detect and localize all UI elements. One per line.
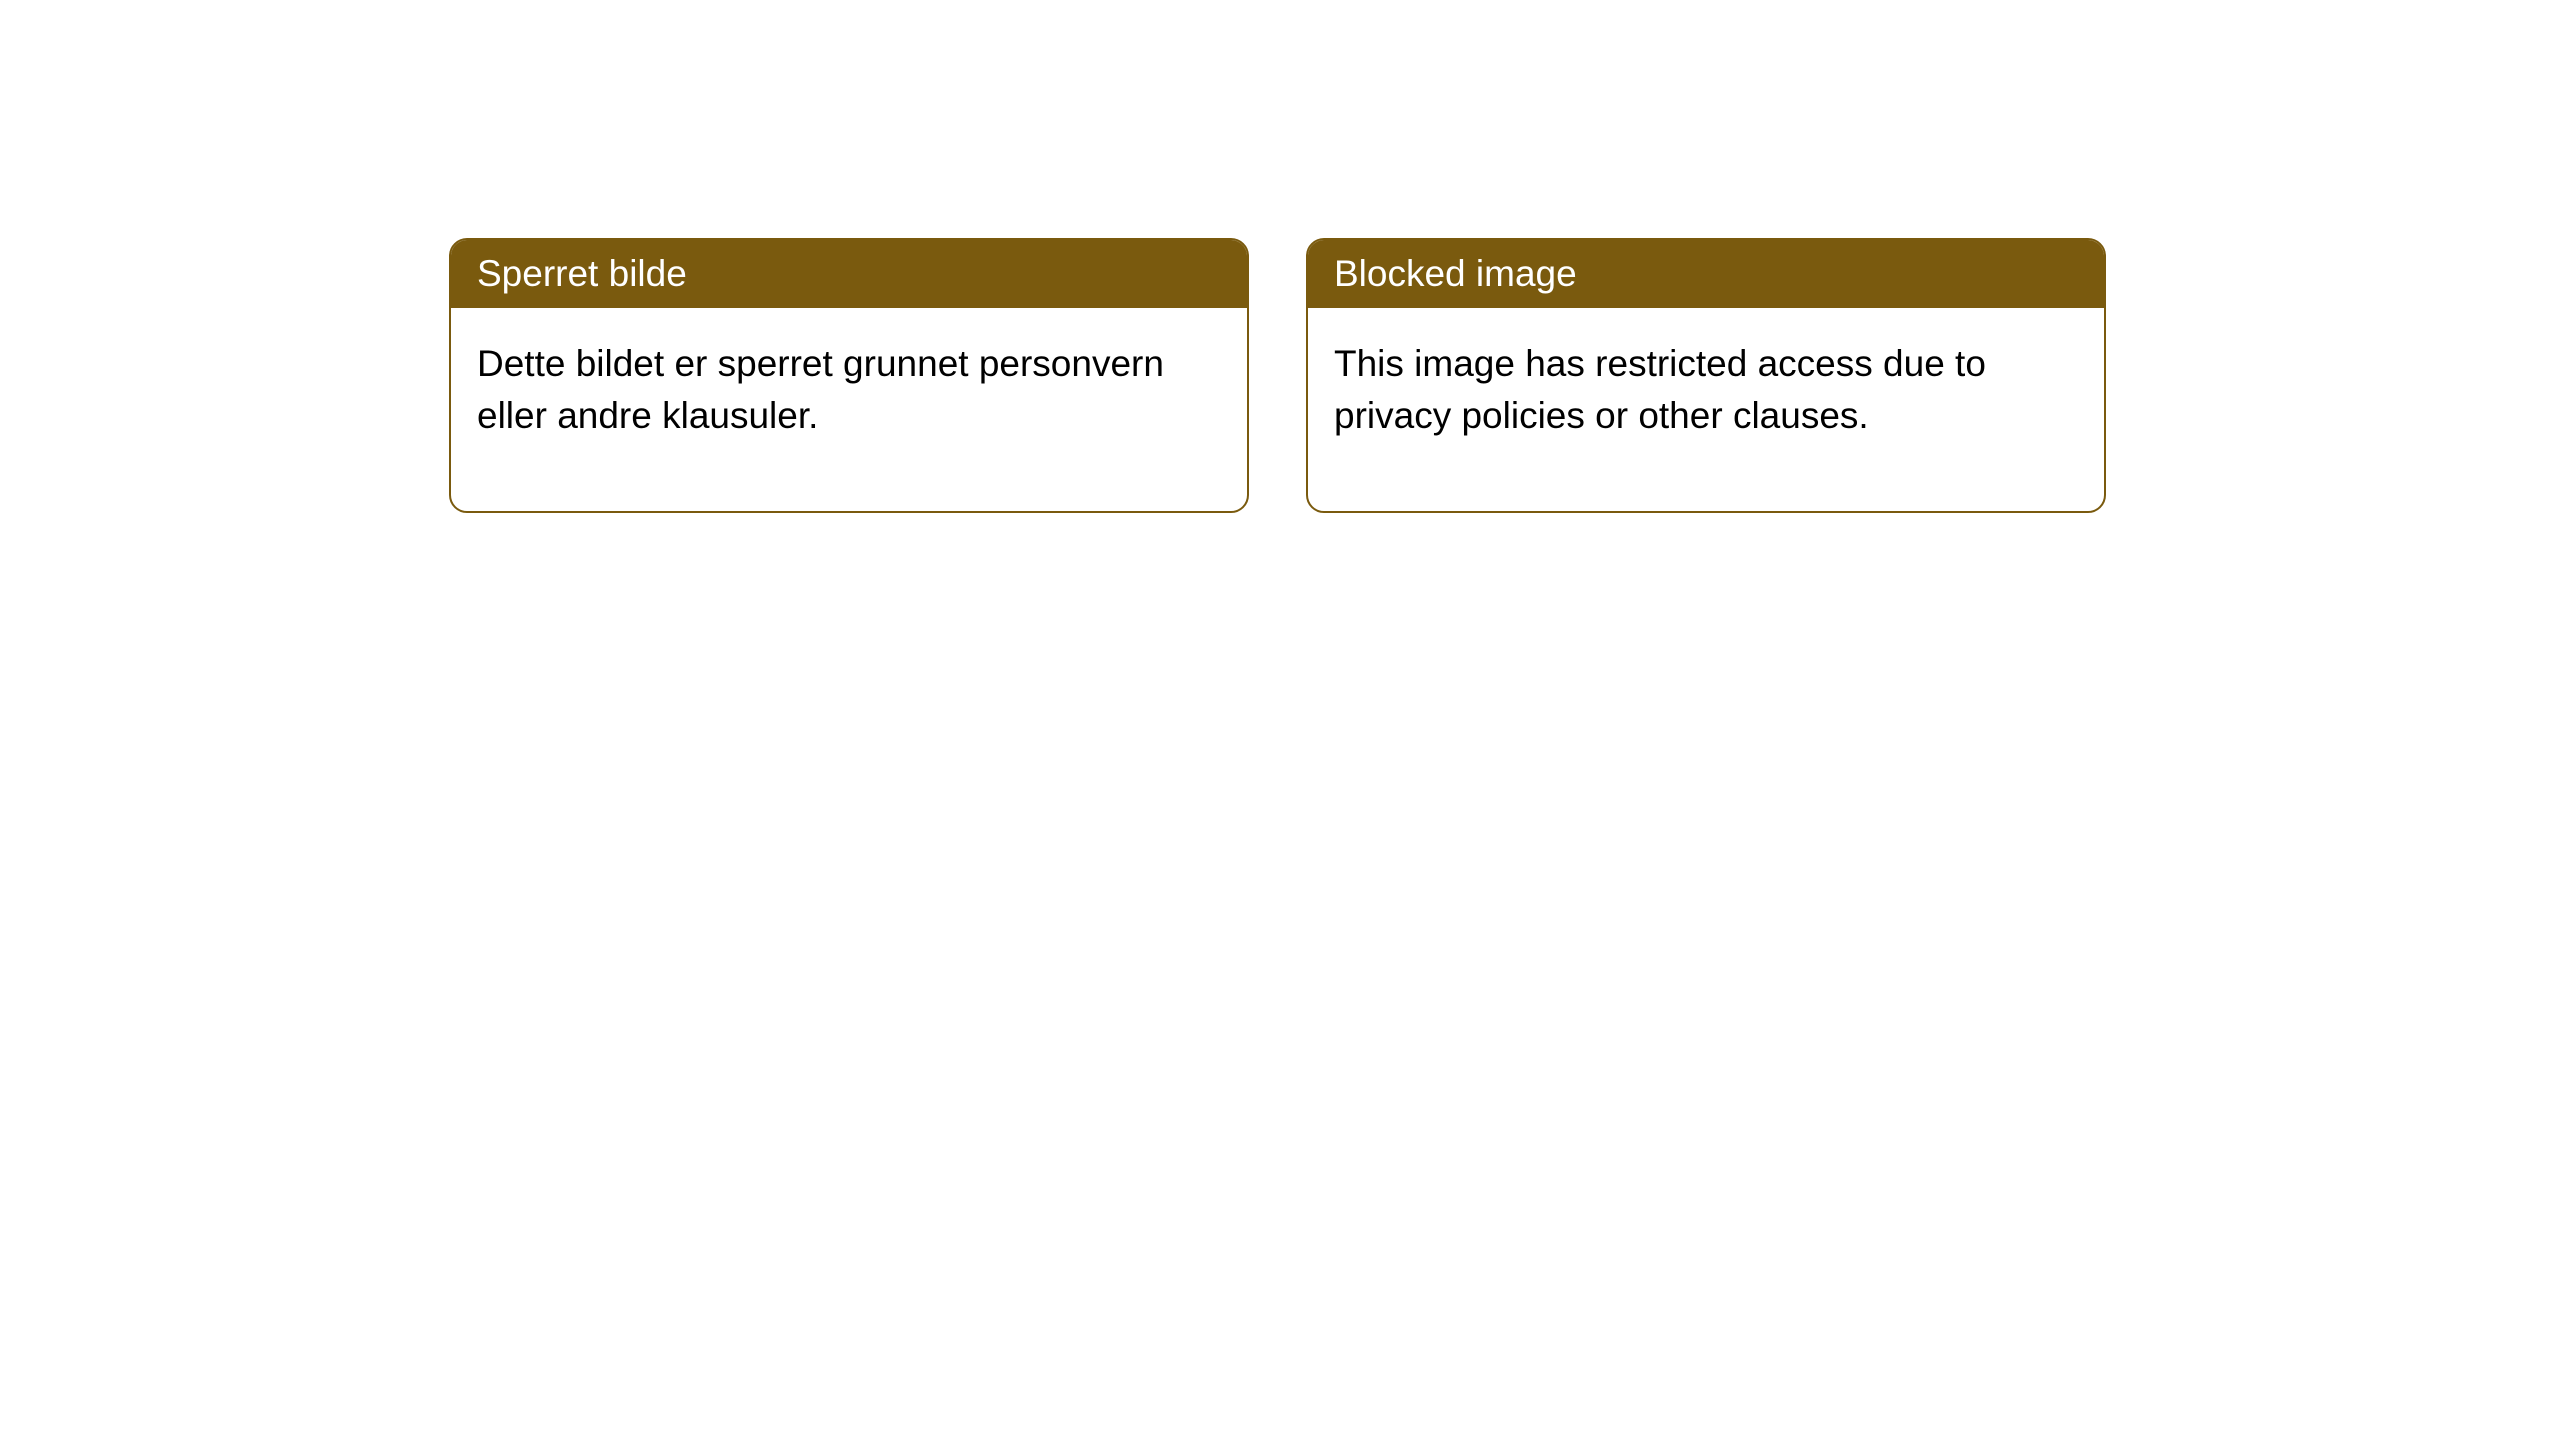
notice-body: Dette bildet er sperret grunnet personve… [451, 308, 1247, 512]
notice-body: This image has restricted access due to … [1308, 308, 2104, 512]
notice-box-norwegian: Sperret bilde Dette bildet er sperret gr… [449, 238, 1249, 513]
notice-header: Sperret bilde [451, 240, 1247, 308]
notice-header: Blocked image [1308, 240, 2104, 308]
notices-container: Sperret bilde Dette bildet er sperret gr… [449, 238, 2106, 513]
notice-box-english: Blocked image This image has restricted … [1306, 238, 2106, 513]
